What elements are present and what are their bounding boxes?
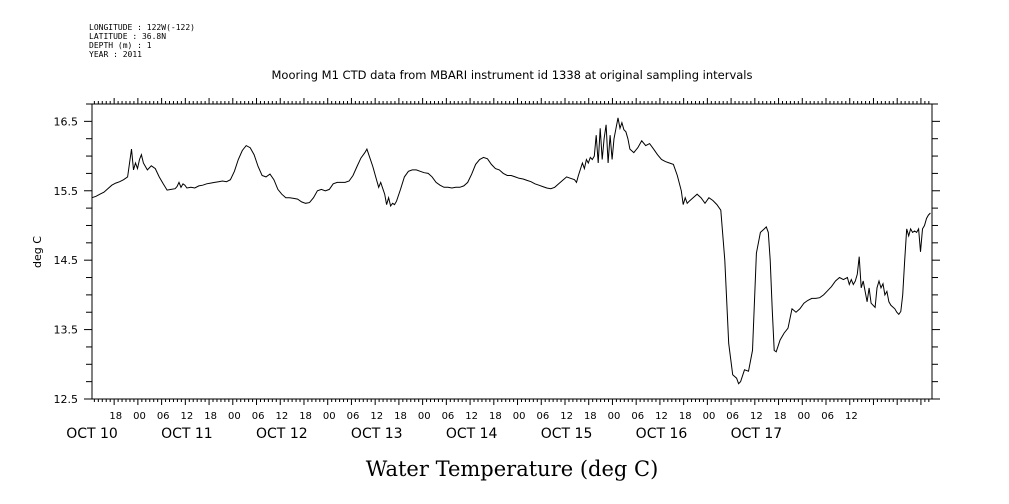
x-tick-labels: 18 00 06 12 18 00 06 12 18 00 06 12 18 00 06 12 18 00 06 12… <box>66 411 858 442</box>
hour-tick-label: 18 <box>774 411 787 422</box>
plot-frame <box>91 103 933 400</box>
day-tick-label: OCT 13 <box>351 426 403 442</box>
day-tick-label: OCT 15 <box>541 426 593 442</box>
hour-tick-label: 12 <box>750 411 763 422</box>
hour-tick-label: 00 <box>608 411 621 422</box>
header-year: YEAR : 2011 <box>89 50 142 59</box>
temperature-line <box>91 117 931 385</box>
hour-tick-label: 06 <box>157 411 170 422</box>
y-tick-label: 13.5 <box>54 324 79 337</box>
hour-tick-label: 00 <box>703 411 716 422</box>
axis-ticks <box>84 98 940 405</box>
day-tick-label: OCT 14 <box>446 426 498 442</box>
hour-tick-label: 00 <box>228 411 241 422</box>
hour-tick-label: 12 <box>370 411 383 422</box>
hour-tick-label: 06 <box>252 411 265 422</box>
hour-tick-label: 06 <box>442 411 455 422</box>
hour-tick-label: 00 <box>418 411 431 422</box>
y-tick-label: 15.5 <box>54 185 79 198</box>
y-tick-label: 12.5 <box>54 393 79 406</box>
hour-tick-label: 18 <box>109 411 122 422</box>
hour-tick-label: 00 <box>797 411 810 422</box>
hour-tick-label: 00 <box>133 411 146 422</box>
y-axis-label: deg C <box>31 236 44 268</box>
hour-tick-label: 06 <box>821 411 834 422</box>
hour-tick-label: 06 <box>726 411 739 422</box>
chart-title: Mooring M1 CTD data from MBARI instrumen… <box>272 68 753 82</box>
hour-tick-label: 12 <box>275 411 288 422</box>
hour-tick-label: 12 <box>181 411 194 422</box>
hour-tick-label: 06 <box>536 411 549 422</box>
hour-tick-label: 18 <box>394 411 407 422</box>
day-tick-label: OCT 11 <box>161 426 213 442</box>
hour-tick-label: 00 <box>323 411 336 422</box>
day-tick-label: OCT 12 <box>256 426 308 442</box>
x-axis-label: Water Temperature (deg C) <box>366 457 659 481</box>
hour-tick-label: 18 <box>299 411 312 422</box>
hour-tick-label: 12 <box>465 411 478 422</box>
hour-tick-label: 18 <box>489 411 502 422</box>
y-tick-label: 14.5 <box>54 254 79 267</box>
header-latitude: LATITUDE : 36.8N <box>89 32 166 41</box>
header-depth: DEPTH (m) : 1 <box>89 41 152 50</box>
header-block: LONGITUDE : 122W(-122) LATITUDE : 36.8N … <box>89 23 195 59</box>
hour-tick-label: 12 <box>845 411 858 422</box>
y-tick-label: 16.5 <box>54 115 79 128</box>
day-tick-label: OCT 17 <box>731 426 783 442</box>
hour-tick-label: 18 <box>584 411 597 422</box>
hour-tick-label: 06 <box>631 411 644 422</box>
hour-tick-label: 06 <box>347 411 360 422</box>
hour-tick-label: 12 <box>655 411 668 422</box>
hour-tick-label: 18 <box>204 411 217 422</box>
hour-tick-label: 18 <box>679 411 692 422</box>
y-tick-labels: 12.5 13.5 14.5 15.5 16.5 <box>54 115 79 406</box>
header-longitude: LONGITUDE : 122W(-122) <box>89 23 195 32</box>
day-tick-label: OCT 16 <box>636 426 688 442</box>
hour-tick-label: 12 <box>560 411 573 422</box>
hour-tick-label: 00 <box>513 411 526 422</box>
day-tick-label: OCT 10 <box>66 426 118 442</box>
